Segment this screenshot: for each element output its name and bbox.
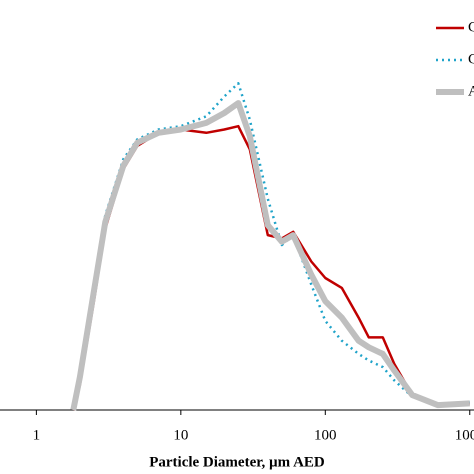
x-tick-label: 10 xyxy=(173,427,188,443)
x-tick-label: 1000 xyxy=(455,427,474,443)
series-line xyxy=(72,82,470,407)
series-line xyxy=(72,124,470,411)
x-axis-label: Particle Diameter, µm AED xyxy=(149,454,325,470)
series-line xyxy=(70,100,470,411)
legend-label: A xyxy=(468,83,474,99)
x-tick-label: 1 xyxy=(33,427,41,443)
legend-label: C xyxy=(468,19,474,35)
legend-label: C xyxy=(468,51,474,67)
x-tick-label: 100 xyxy=(314,427,337,443)
